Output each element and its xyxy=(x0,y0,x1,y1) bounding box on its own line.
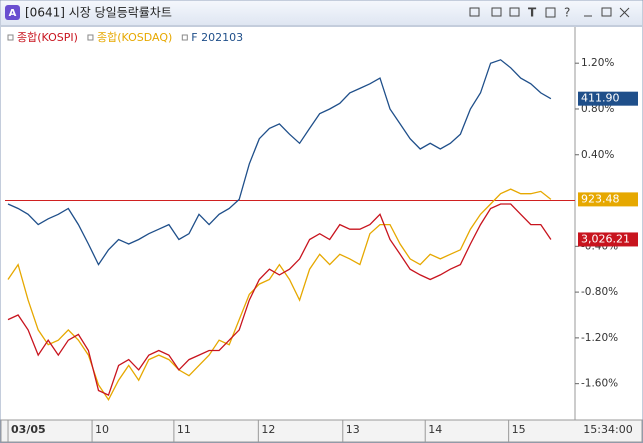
icon-copy[interactable] xyxy=(491,7,502,17)
end-label: 411.90 xyxy=(581,92,620,105)
icon-help[interactable]: ? xyxy=(564,6,570,20)
y-tick-label: 0.80% xyxy=(581,103,614,115)
end-label-box xyxy=(578,232,638,247)
icon-close[interactable] xyxy=(619,7,630,18)
icon-maximize[interactable] xyxy=(601,7,612,17)
legend-marker xyxy=(181,34,188,41)
end-label-box xyxy=(578,91,638,106)
x-tick-label: 13 xyxy=(346,423,360,436)
legend-marker xyxy=(7,34,14,41)
app-icon-letter: A xyxy=(9,8,17,19)
x-tick-label: 11 xyxy=(177,423,191,436)
x-tick-label: 14 xyxy=(428,423,442,436)
y-tick-label: 1.20% xyxy=(581,57,614,69)
series-line xyxy=(7,188,552,401)
y-tick-label: -0.80% xyxy=(581,286,618,298)
legend-marker xyxy=(87,34,94,41)
series-line xyxy=(7,59,552,266)
x-tick-label: 12 xyxy=(261,423,275,436)
end-label: 923.48 xyxy=(581,192,620,205)
x-axis-band xyxy=(0,419,643,443)
end-label: 3,026.21 xyxy=(581,232,630,245)
icon-grid[interactable] xyxy=(545,7,556,18)
icon-window[interactable] xyxy=(509,7,520,17)
toolbar-icons[interactable] xyxy=(469,7,630,18)
app-icon xyxy=(5,5,20,20)
end-label-box xyxy=(578,192,638,207)
icon-text[interactable]: T xyxy=(528,6,537,20)
current-time: 15:34:00 xyxy=(583,423,632,436)
x-tick-label: 15 xyxy=(512,423,526,436)
x-tick-label: 10 xyxy=(95,423,109,436)
legend-entry: 종합(KOSDAQ) xyxy=(97,31,172,44)
window-title: [0641] 시장 당일등락률차트 xyxy=(25,6,172,20)
y-tick-label: -1.20% xyxy=(581,332,618,344)
legend-entry: 종합(KOSPI) xyxy=(17,31,78,44)
y-tick-label: 0.40% xyxy=(581,149,614,161)
title-bar xyxy=(1,1,642,25)
y-tick-label: -1.60% xyxy=(581,378,618,390)
legend-entry: F 202103 xyxy=(191,31,243,44)
icon-link[interactable] xyxy=(469,7,480,17)
series-line xyxy=(7,203,552,396)
x-tick-label: 03/05 xyxy=(11,423,46,436)
